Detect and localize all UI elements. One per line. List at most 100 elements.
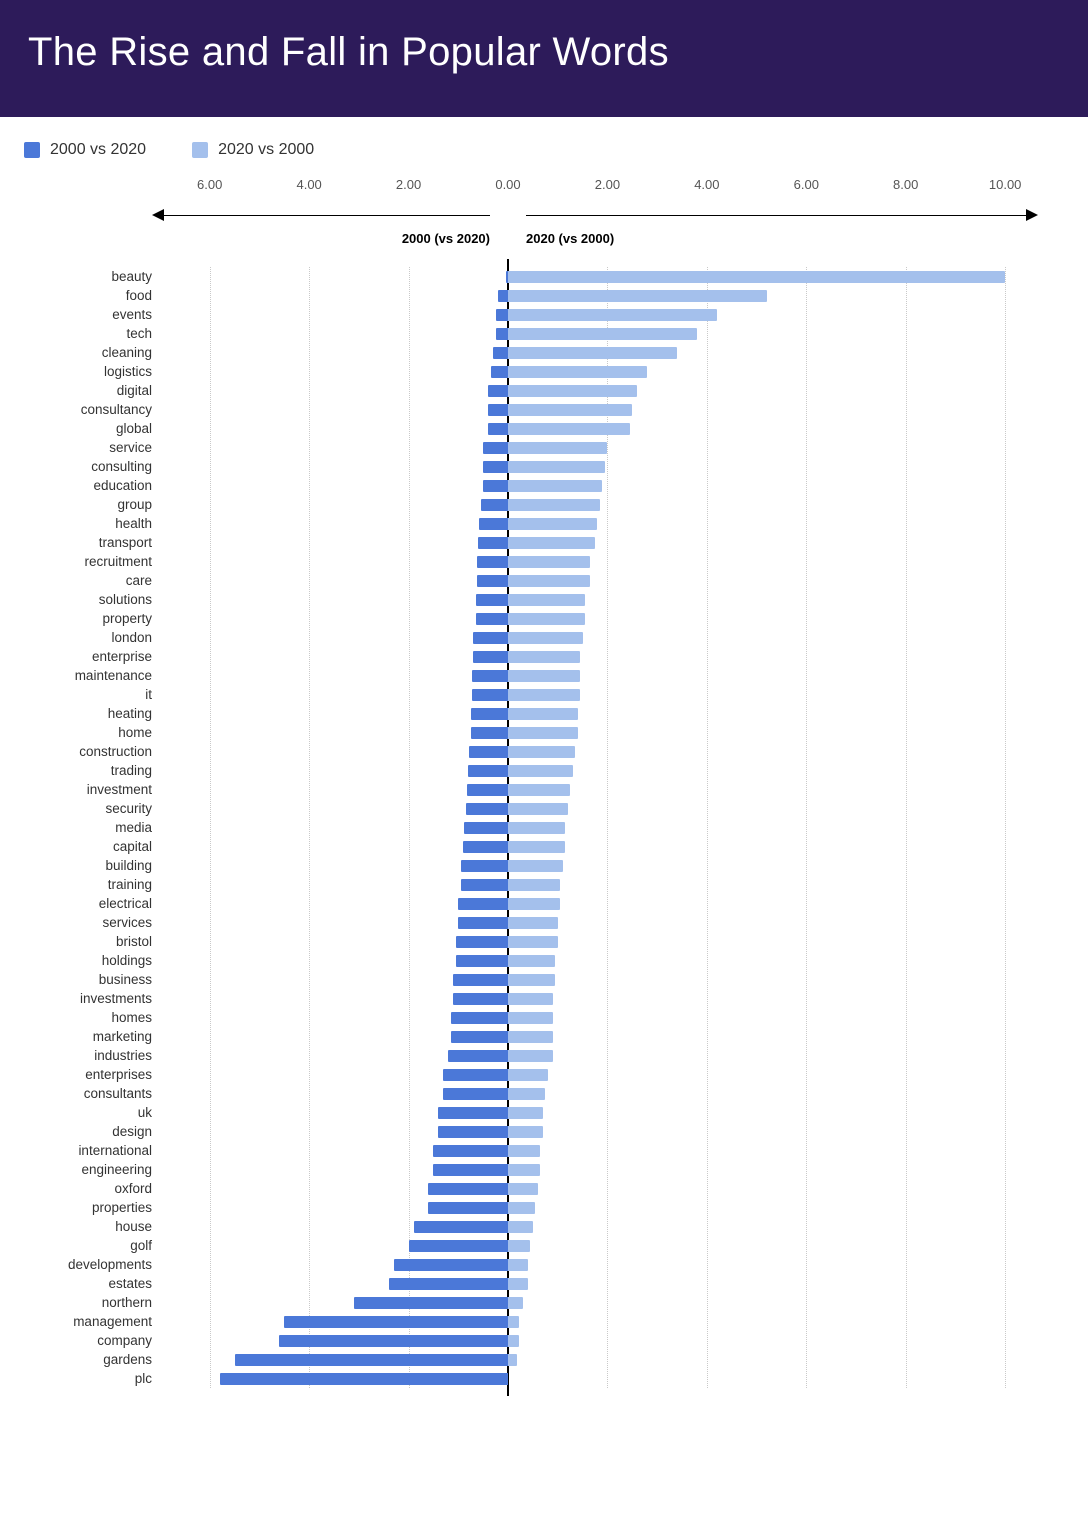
bar-series1 bbox=[389, 1278, 508, 1290]
bar-series2 bbox=[508, 347, 677, 359]
bar-series2 bbox=[508, 461, 605, 473]
bar-series2 bbox=[508, 1069, 548, 1081]
chart-row: media bbox=[160, 818, 1030, 837]
bar-series2 bbox=[508, 917, 558, 929]
x-axis-top: 2.004.006.000.002.004.006.008.0010.00 bbox=[160, 177, 1030, 203]
bar-series2 bbox=[508, 404, 632, 416]
bar-series2 bbox=[508, 803, 568, 815]
y-axis-label: investment bbox=[36, 780, 160, 799]
bar-series1 bbox=[476, 613, 508, 625]
chart-row: house bbox=[160, 1217, 1030, 1236]
bar-series1 bbox=[464, 822, 508, 834]
chart-row: property bbox=[160, 609, 1030, 628]
bar-series2 bbox=[508, 499, 600, 511]
y-axis-label: company bbox=[36, 1331, 160, 1350]
bar-series1 bbox=[453, 993, 508, 1005]
y-axis-label: estates bbox=[36, 1274, 160, 1293]
bar-series2 bbox=[508, 1050, 553, 1062]
y-axis-label: education bbox=[36, 476, 160, 495]
x-axis-tick: 2.00 bbox=[595, 177, 620, 192]
bar-series2 bbox=[508, 1202, 535, 1214]
bar-series1 bbox=[451, 1031, 508, 1043]
bar-series1 bbox=[438, 1107, 508, 1119]
chart-row: capital bbox=[160, 837, 1030, 856]
chart-row: enterprises bbox=[160, 1065, 1030, 1084]
y-axis-label: management bbox=[36, 1312, 160, 1331]
y-axis-label: international bbox=[36, 1141, 160, 1160]
bar-series1 bbox=[235, 1354, 508, 1366]
bar-series2 bbox=[508, 1145, 540, 1157]
bar-series1 bbox=[220, 1373, 508, 1385]
bar-series1 bbox=[476, 594, 508, 606]
y-axis-label: investments bbox=[36, 989, 160, 1008]
y-axis-label: building bbox=[36, 856, 160, 875]
y-axis-label: house bbox=[36, 1217, 160, 1236]
bar-series1 bbox=[394, 1259, 508, 1271]
bar-series2 bbox=[508, 670, 580, 682]
bar-series2 bbox=[508, 1183, 538, 1195]
bar-series2 bbox=[508, 1297, 523, 1309]
chart-row: health bbox=[160, 514, 1030, 533]
bar-series1 bbox=[461, 860, 508, 872]
chart-row: golf bbox=[160, 1236, 1030, 1255]
bar-series1 bbox=[498, 290, 508, 302]
chart-row: global bbox=[160, 419, 1030, 438]
bar-series1 bbox=[456, 955, 508, 967]
y-axis-label: events bbox=[36, 305, 160, 324]
y-axis-label: care bbox=[36, 571, 160, 590]
bar-series1 bbox=[433, 1145, 508, 1157]
x-axis-tick: 4.00 bbox=[296, 177, 321, 192]
bar-series1 bbox=[448, 1050, 508, 1062]
chart-plot-area: beautyfoodeventstechcleaninglogisticsdig… bbox=[160, 267, 1030, 1388]
bar-series2 bbox=[508, 1107, 543, 1119]
y-axis-label: logistics bbox=[36, 362, 160, 381]
legend-item-series2: 2020 vs 2000 bbox=[192, 141, 314, 159]
chart-row: company bbox=[160, 1331, 1030, 1350]
chart-row: enterprise bbox=[160, 647, 1030, 666]
chart-row: bristol bbox=[160, 932, 1030, 951]
chart-row: cleaning bbox=[160, 343, 1030, 362]
bar-series2 bbox=[508, 1240, 530, 1252]
bar-series1 bbox=[463, 841, 508, 853]
chart-row: tech bbox=[160, 324, 1030, 343]
y-axis-label: training bbox=[36, 875, 160, 894]
bar-series2 bbox=[508, 936, 558, 948]
y-axis-label: trading bbox=[36, 761, 160, 780]
bar-series2 bbox=[508, 879, 560, 891]
bar-series1 bbox=[488, 404, 508, 416]
bar-series2 bbox=[508, 708, 578, 720]
bar-series2 bbox=[508, 1012, 553, 1024]
chart-row: london bbox=[160, 628, 1030, 647]
chart-row: maintenance bbox=[160, 666, 1030, 685]
y-axis-label: media bbox=[36, 818, 160, 837]
y-axis-label: tech bbox=[36, 324, 160, 343]
y-axis-label: consultancy bbox=[36, 400, 160, 419]
chart-row: plc bbox=[160, 1369, 1030, 1388]
y-axis-label: health bbox=[36, 514, 160, 533]
bar-series1 bbox=[481, 499, 508, 511]
y-axis-label: oxford bbox=[36, 1179, 160, 1198]
bar-series1 bbox=[458, 917, 508, 929]
bar-series1 bbox=[469, 746, 508, 758]
page-header: The Rise and Fall in Popular Words bbox=[0, 0, 1088, 117]
chart-row: beauty bbox=[160, 267, 1030, 286]
bar-series2 bbox=[508, 765, 573, 777]
axis-arrows: 2000 (vs 2020)2020 (vs 2000) bbox=[160, 205, 1030, 239]
y-axis-label: solutions bbox=[36, 590, 160, 609]
chart-row: holdings bbox=[160, 951, 1030, 970]
x-axis-tick: 0.00 bbox=[495, 177, 520, 192]
y-axis-label: properties bbox=[36, 1198, 160, 1217]
bar-series1 bbox=[472, 670, 508, 682]
bar-series2 bbox=[508, 480, 602, 492]
chart-row: digital bbox=[160, 381, 1030, 400]
chart-row: uk bbox=[160, 1103, 1030, 1122]
chart-row: construction bbox=[160, 742, 1030, 761]
chart-row: estates bbox=[160, 1274, 1030, 1293]
legend-item-series1: 2000 vs 2020 bbox=[24, 141, 146, 159]
y-axis-label: enterprises bbox=[36, 1065, 160, 1084]
y-axis-label: marketing bbox=[36, 1027, 160, 1046]
bar-series2 bbox=[508, 290, 767, 302]
chart-row: industries bbox=[160, 1046, 1030, 1065]
bar-series2 bbox=[508, 993, 553, 1005]
chart-row: developments bbox=[160, 1255, 1030, 1274]
